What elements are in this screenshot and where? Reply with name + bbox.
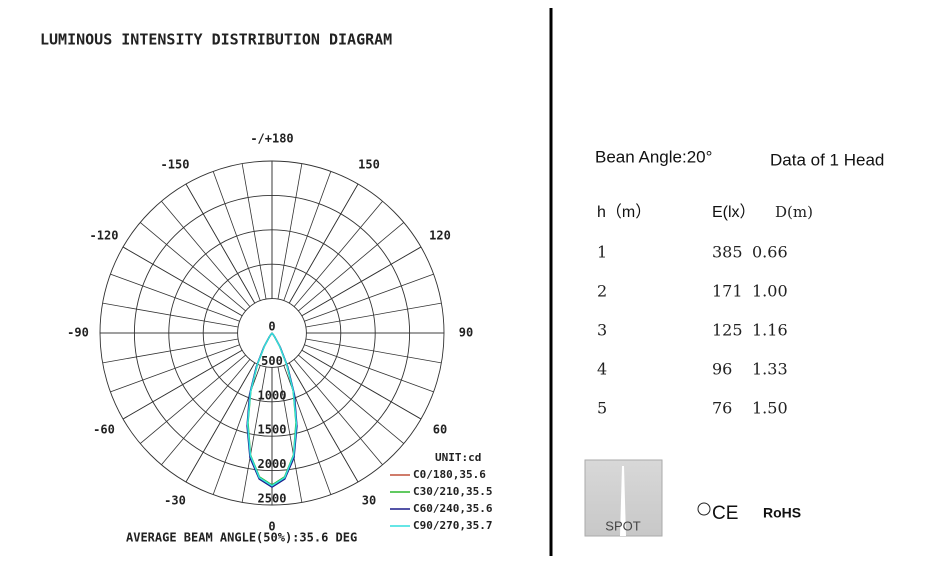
table-cell: 125 bbox=[712, 321, 743, 340]
legend-label: C0/180,35.6 bbox=[413, 468, 486, 481]
table-cell: 76 bbox=[712, 399, 732, 418]
table-cell: 1.33 bbox=[752, 360, 788, 379]
chart-title: LUMINOUS INTENSITY DISTRIBUTION DIAGRAM bbox=[40, 31, 392, 49]
table-cell: 1.16 bbox=[752, 321, 788, 340]
table-cell: 385 bbox=[712, 243, 743, 262]
angle-tick-label: -/+180 bbox=[250, 132, 293, 146]
legend-label: C60/240,35.6 bbox=[413, 502, 493, 515]
table-cell: 2 bbox=[597, 282, 607, 301]
table-cell: 1.00 bbox=[752, 282, 788, 301]
legend-label: C90/270,35.7 bbox=[413, 519, 492, 532]
table-cell: 0.66 bbox=[752, 243, 788, 262]
angle-tick bbox=[288, 183, 359, 304]
angle-tick bbox=[301, 349, 422, 420]
table-cell: 4 bbox=[597, 360, 607, 379]
intensity-curve bbox=[246, 332, 298, 487]
angle-tick bbox=[185, 362, 256, 483]
angle-tick-label: 60 bbox=[433, 423, 447, 437]
angle-tick bbox=[185, 183, 256, 304]
table-cell: 3 bbox=[597, 321, 607, 340]
angle-tick-label: -90 bbox=[67, 326, 89, 340]
angle-tick-label: 30 bbox=[362, 494, 376, 508]
beam-angle: Bean Angle:20° bbox=[595, 147, 712, 166]
angle-tick-label: 120 bbox=[429, 229, 451, 243]
table-header: E(lx） bbox=[712, 203, 756, 221]
table-cell: 96 bbox=[712, 360, 732, 379]
etl-icon bbox=[697, 502, 711, 516]
footnote: AVERAGE BEAM ANGLE(50%):35.6 DEG bbox=[126, 531, 357, 545]
angle-tick-label: -60 bbox=[93, 423, 115, 437]
r-tick-label: 500 bbox=[261, 354, 283, 368]
table-cell: 1.50 bbox=[752, 399, 788, 418]
r-tick-label: 0 bbox=[268, 320, 275, 334]
badge-label: SPOT bbox=[605, 518, 640, 533]
table-header: h（m） bbox=[597, 203, 651, 221]
angle-tick-label: 90 bbox=[459, 326, 473, 340]
angle-tick bbox=[122, 349, 243, 420]
angle-tick-label: 0 bbox=[268, 520, 275, 534]
table-cell: 171 bbox=[712, 282, 743, 301]
angle-tick-label: 150 bbox=[358, 157, 380, 171]
unit-label: UNIT:cd bbox=[435, 451, 481, 464]
angle-tick bbox=[122, 246, 243, 317]
table-cell: 1 bbox=[597, 243, 607, 262]
angle-tick bbox=[301, 246, 422, 317]
heads: Data of 1 Head bbox=[770, 150, 884, 169]
legend-label: C30/210,35.5 bbox=[413, 485, 492, 498]
angle-tick-label: -120 bbox=[90, 229, 119, 243]
angle-tick bbox=[288, 362, 359, 483]
table-header: D(m) bbox=[775, 203, 813, 221]
angle-tick-label: -150 bbox=[161, 157, 190, 171]
certification: CE bbox=[712, 503, 738, 524]
table-cell: 5 bbox=[597, 399, 607, 418]
angle-tick-label: -30 bbox=[164, 494, 186, 508]
beam-icon bbox=[620, 466, 626, 536]
certification: RoHS bbox=[763, 505, 801, 521]
